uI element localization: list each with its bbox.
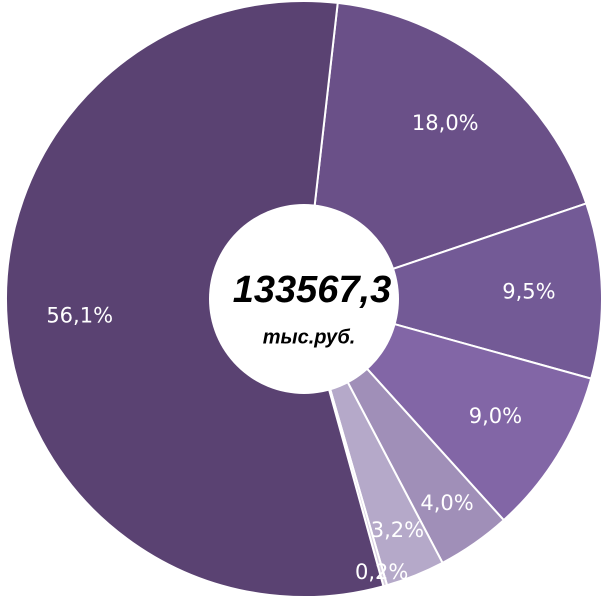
- donut-hole: [209, 204, 399, 394]
- center-value: 133567,3: [233, 269, 392, 311]
- center-unit: тыс.руб.: [263, 326, 356, 348]
- slices: [5, 0, 602, 598]
- data-label: 0,2%: [355, 560, 408, 584]
- data-label: 18,0%: [412, 111, 479, 135]
- data-label: 4,0%: [420, 491, 473, 515]
- slice: [302, 1, 588, 301]
- data-label: 9,0%: [469, 404, 522, 428]
- data-label: 9,5%: [502, 280, 555, 304]
- data-label: 3,2%: [371, 518, 424, 542]
- data-label: 56,1%: [46, 304, 113, 328]
- slice: [5, 0, 385, 598]
